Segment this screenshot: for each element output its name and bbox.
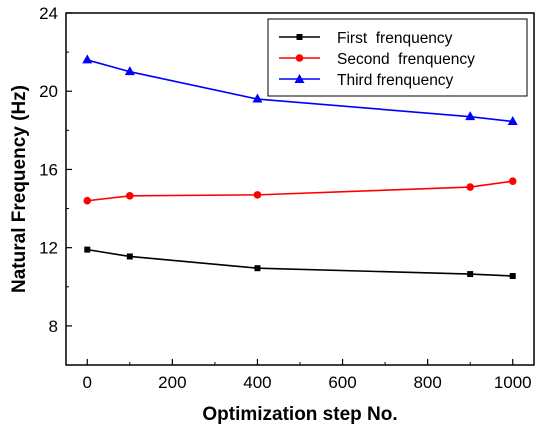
legend-marker-third [294, 74, 305, 83]
series-group [82, 54, 518, 280]
data-point-2 [126, 192, 134, 200]
data-point-1 [84, 246, 91, 253]
y-tick-label: 24 [39, 4, 58, 23]
x-tick-label: 400 [243, 373, 271, 392]
data-point-1 [126, 253, 133, 260]
data-point-2 [83, 196, 92, 205]
x-tick-label: 0 [83, 373, 92, 392]
data-point-3 [252, 93, 263, 103]
x-tick-label: 1000 [494, 373, 532, 392]
x-tick-label: 600 [328, 373, 356, 392]
data-point-1 [467, 271, 474, 278]
data-point-3 [465, 111, 476, 121]
legend: First frenquency Second frenquency Third… [267, 18, 528, 97]
x-tick-label: 200 [158, 373, 186, 392]
series-line-2 [87, 180, 513, 202]
series-line-1 [87, 248, 513, 277]
y-tick-label: 20 [39, 82, 58, 101]
x-axis-title: Optimization step No. [202, 404, 397, 425]
data-point-3 [124, 66, 135, 76]
legend-marker-second [295, 54, 304, 62]
data-point-2 [508, 177, 517, 185]
y-tick-label: 12 [39, 239, 58, 258]
y-axis-title: Natural Frequency (Hz) [9, 85, 30, 293]
data-point-1 [509, 273, 516, 280]
data-point-2 [253, 191, 262, 199]
axis-ticks: 0 200 400 600 800 1000 8 12 16 20 24 [39, 4, 532, 392]
data-point-3 [82, 54, 93, 64]
data-point-3 [507, 116, 518, 126]
x-tick-label: 800 [413, 373, 441, 392]
legend-label-second: Second frenquency [337, 51, 475, 68]
data-point-2 [466, 183, 474, 191]
y-tick-label: 16 [39, 160, 58, 179]
legend-label-third: Third frenquency [337, 72, 454, 89]
legend-marker-first [296, 34, 303, 40]
legend-label-first: First frenquency [337, 30, 453, 47]
y-tick-label: 8 [49, 317, 58, 336]
data-point-1 [254, 265, 261, 272]
